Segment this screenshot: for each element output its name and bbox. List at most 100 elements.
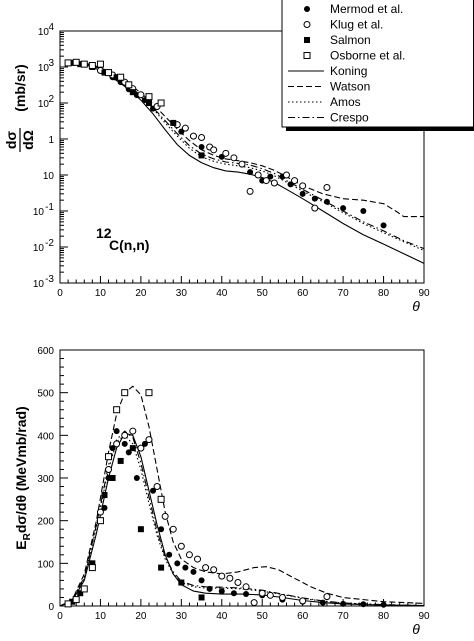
data-point bbox=[109, 475, 116, 481]
x-axis-label: θ bbox=[412, 298, 420, 314]
y-label-main: E bbox=[13, 540, 29, 549]
legend-label: Koning bbox=[330, 64, 367, 78]
legend-label: Amos bbox=[330, 95, 361, 109]
y-tick-label: 10 bbox=[38, 99, 50, 110]
annotation-reaction: C(n,n) bbox=[109, 237, 149, 253]
data-point bbox=[340, 600, 347, 607]
data-point bbox=[77, 590, 84, 597]
data-point bbox=[210, 566, 218, 574]
x-tick-label: 40 bbox=[216, 611, 228, 622]
series-curve-watson bbox=[59, 385, 425, 607]
data-point bbox=[226, 574, 234, 582]
data-point bbox=[242, 583, 250, 591]
y-tick-label: 10 bbox=[38, 63, 50, 74]
data-point bbox=[360, 208, 367, 214]
data-point bbox=[121, 431, 129, 439]
legend-label: Salmon bbox=[330, 33, 371, 47]
data-point bbox=[101, 492, 108, 499]
data-point bbox=[105, 453, 113, 461]
plot-frame bbox=[59, 30, 425, 284]
legend-label: Mermod et al. bbox=[330, 2, 403, 16]
y-label-rest: dσ/dθ (MeVmb/rad) bbox=[13, 406, 29, 533]
x-tick-label: 80 bbox=[378, 288, 390, 299]
x-tick-label: 30 bbox=[176, 611, 188, 622]
data-point bbox=[278, 593, 286, 601]
x-axis-label: θ bbox=[412, 621, 420, 637]
data-point bbox=[105, 69, 113, 77]
legend-box bbox=[281, 0, 474, 128]
data-point bbox=[157, 99, 165, 107]
data-point bbox=[198, 577, 205, 584]
data-point bbox=[117, 73, 125, 81]
data-point bbox=[101, 69, 108, 76]
data-point bbox=[218, 588, 225, 595]
x-tick-label: 60 bbox=[297, 288, 309, 299]
data-point bbox=[178, 579, 185, 586]
data-point bbox=[190, 568, 197, 575]
data-point bbox=[189, 132, 197, 140]
x-tick-label: 0 bbox=[57, 611, 63, 622]
data-point bbox=[72, 596, 80, 604]
data-point bbox=[299, 597, 307, 605]
data-point bbox=[113, 428, 120, 435]
data-point bbox=[80, 60, 88, 68]
data-point bbox=[266, 591, 274, 599]
data-point bbox=[88, 62, 96, 70]
legend-shadow bbox=[286, 127, 474, 131]
data-point bbox=[158, 564, 165, 571]
y-tick-label: 0 bbox=[48, 602, 54, 613]
data-point bbox=[113, 74, 120, 81]
x-tick-label: 30 bbox=[176, 288, 188, 299]
legend-marker bbox=[303, 21, 311, 28]
data-point bbox=[150, 487, 157, 494]
data-point bbox=[254, 171, 262, 179]
data-point bbox=[185, 551, 193, 559]
data-point bbox=[311, 204, 319, 212]
data-point bbox=[72, 58, 80, 66]
data-point bbox=[198, 143, 205, 150]
data-point bbox=[198, 152, 205, 159]
y-axis-label: dσ dΩ (mb/sr) bbox=[3, 64, 36, 152]
y-tick-exponent: 3 bbox=[48, 58, 54, 69]
data-point bbox=[145, 389, 153, 397]
data-point bbox=[222, 149, 230, 157]
data-point bbox=[64, 59, 72, 67]
data-point bbox=[101, 504, 108, 511]
data-point bbox=[113, 406, 121, 414]
data-point bbox=[250, 599, 258, 607]
data-point bbox=[311, 195, 318, 202]
data-point bbox=[129, 427, 137, 435]
data-point bbox=[198, 594, 205, 601]
x-tick-label: 20 bbox=[135, 288, 147, 299]
data-point bbox=[109, 445, 116, 452]
series-curve-amos bbox=[59, 434, 425, 607]
legend: Mermod et al. Klug et al.Salmon Osborne et… bbox=[281, 0, 474, 131]
data-point bbox=[125, 81, 133, 89]
data-point bbox=[137, 444, 145, 452]
data-point bbox=[96, 60, 104, 68]
y-tick-label: 300 bbox=[37, 474, 54, 485]
data-point bbox=[202, 564, 210, 572]
data-point bbox=[291, 177, 299, 185]
data-point bbox=[319, 599, 326, 606]
y-tick-label: 10 bbox=[38, 27, 50, 38]
data-point bbox=[174, 560, 181, 567]
y-tick-label: 10 bbox=[33, 243, 45, 254]
x-tick-label: 80 bbox=[378, 611, 390, 622]
data-point bbox=[258, 589, 266, 597]
data-point bbox=[96, 508, 104, 516]
data-point bbox=[121, 389, 129, 397]
bottom-panel: 0 10 20 30 40 50 60 70 80 90θ 0 100 200 300 400 500 600 E… bbox=[13, 346, 430, 637]
annotation-mass: 12 bbox=[96, 225, 112, 241]
x-tick-label: 50 bbox=[257, 611, 269, 622]
data-point bbox=[158, 526, 165, 533]
data-point bbox=[182, 564, 189, 571]
data-point bbox=[157, 495, 165, 503]
y-tick-label: 400 bbox=[37, 431, 54, 442]
legend-marker bbox=[303, 52, 311, 59]
data-point bbox=[69, 598, 76, 605]
x-tick-label: 10 bbox=[95, 288, 107, 299]
y-tick-exponent: 2 bbox=[48, 94, 54, 105]
